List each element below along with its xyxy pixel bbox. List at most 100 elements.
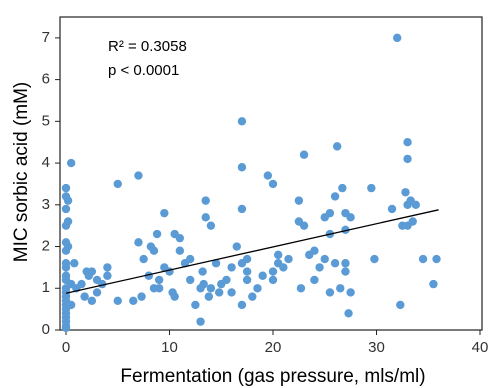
point — [206, 284, 216, 293]
point — [211, 259, 221, 268]
point — [129, 296, 138, 305]
point — [253, 284, 262, 293]
x-tick-label: 10 — [161, 339, 178, 356]
point — [237, 163, 247, 172]
point — [191, 300, 200, 310]
point — [201, 196, 210, 205]
point — [103, 263, 112, 272]
point — [134, 238, 143, 247]
point — [325, 288, 335, 297]
point — [332, 142, 342, 151]
point — [154, 275, 164, 285]
point — [61, 183, 71, 193]
point — [63, 217, 73, 226]
point — [222, 275, 231, 285]
point — [330, 192, 340, 201]
point — [87, 296, 97, 305]
point — [70, 259, 79, 268]
y-axis-label: MIC sorbic acid (mM) — [11, 82, 32, 263]
x-tick-label: 30 — [368, 339, 385, 356]
point — [113, 296, 122, 305]
point — [61, 259, 71, 268]
point — [268, 179, 278, 189]
point — [204, 292, 214, 301]
y-tick-label: 4 — [42, 154, 50, 171]
point — [63, 242, 73, 251]
point — [198, 267, 207, 276]
point — [299, 221, 309, 230]
point — [344, 309, 353, 318]
point — [387, 204, 397, 214]
point — [237, 117, 247, 126]
point — [170, 292, 179, 301]
y-tick-label: 3 — [42, 196, 50, 213]
point — [134, 171, 143, 180]
y-tick-label: 2 — [42, 238, 50, 255]
point — [227, 288, 236, 297]
point — [175, 233, 185, 243]
point — [186, 275, 195, 285]
point — [152, 229, 162, 239]
point — [294, 196, 304, 205]
point — [165, 267, 174, 276]
point — [325, 208, 335, 218]
point — [199, 279, 208, 289]
point — [346, 213, 355, 222]
y-tick-label: 0 — [42, 321, 50, 338]
point — [310, 275, 319, 285]
point — [299, 150, 309, 159]
point — [201, 213, 210, 222]
annotation: p < 0.0001 — [108, 62, 179, 79]
point — [418, 254, 428, 264]
point — [154, 284, 164, 293]
point — [310, 246, 319, 255]
point — [92, 288, 102, 297]
point — [393, 33, 402, 43]
point — [77, 279, 86, 289]
point — [214, 288, 224, 297]
point — [338, 183, 347, 193]
point — [296, 284, 306, 293]
point — [66, 300, 76, 310]
point — [367, 183, 376, 193]
point — [341, 267, 350, 276]
point — [336, 284, 345, 293]
point — [268, 267, 278, 276]
y-tick-label: 6 — [42, 71, 50, 88]
point — [227, 263, 236, 272]
point — [149, 246, 159, 255]
point — [403, 138, 412, 147]
point — [237, 300, 247, 310]
x-tick-label: 20 — [265, 339, 282, 356]
point — [103, 271, 112, 280]
point — [315, 263, 324, 272]
point — [268, 275, 278, 285]
point — [242, 267, 252, 276]
y-tick-label: 1 — [42, 279, 50, 296]
point — [401, 188, 410, 197]
point — [330, 259, 340, 268]
point — [139, 254, 148, 264]
point — [66, 158, 76, 168]
point — [341, 259, 350, 268]
trendline — [65, 209, 439, 294]
point — [175, 246, 185, 255]
point — [263, 171, 273, 180]
x-tick-label: 40 — [472, 339, 489, 356]
point — [284, 254, 293, 264]
point — [61, 271, 71, 280]
point — [279, 263, 288, 272]
point — [429, 279, 438, 289]
point — [186, 254, 195, 264]
y-tick-label: 7 — [42, 29, 50, 46]
point — [403, 154, 412, 164]
point — [411, 200, 421, 209]
y-tick-label: 5 — [42, 112, 50, 129]
point — [320, 254, 329, 264]
point — [113, 179, 122, 189]
point — [206, 221, 216, 230]
plot-frame — [59, 16, 483, 331]
point — [370, 254, 379, 264]
point — [61, 204, 71, 214]
